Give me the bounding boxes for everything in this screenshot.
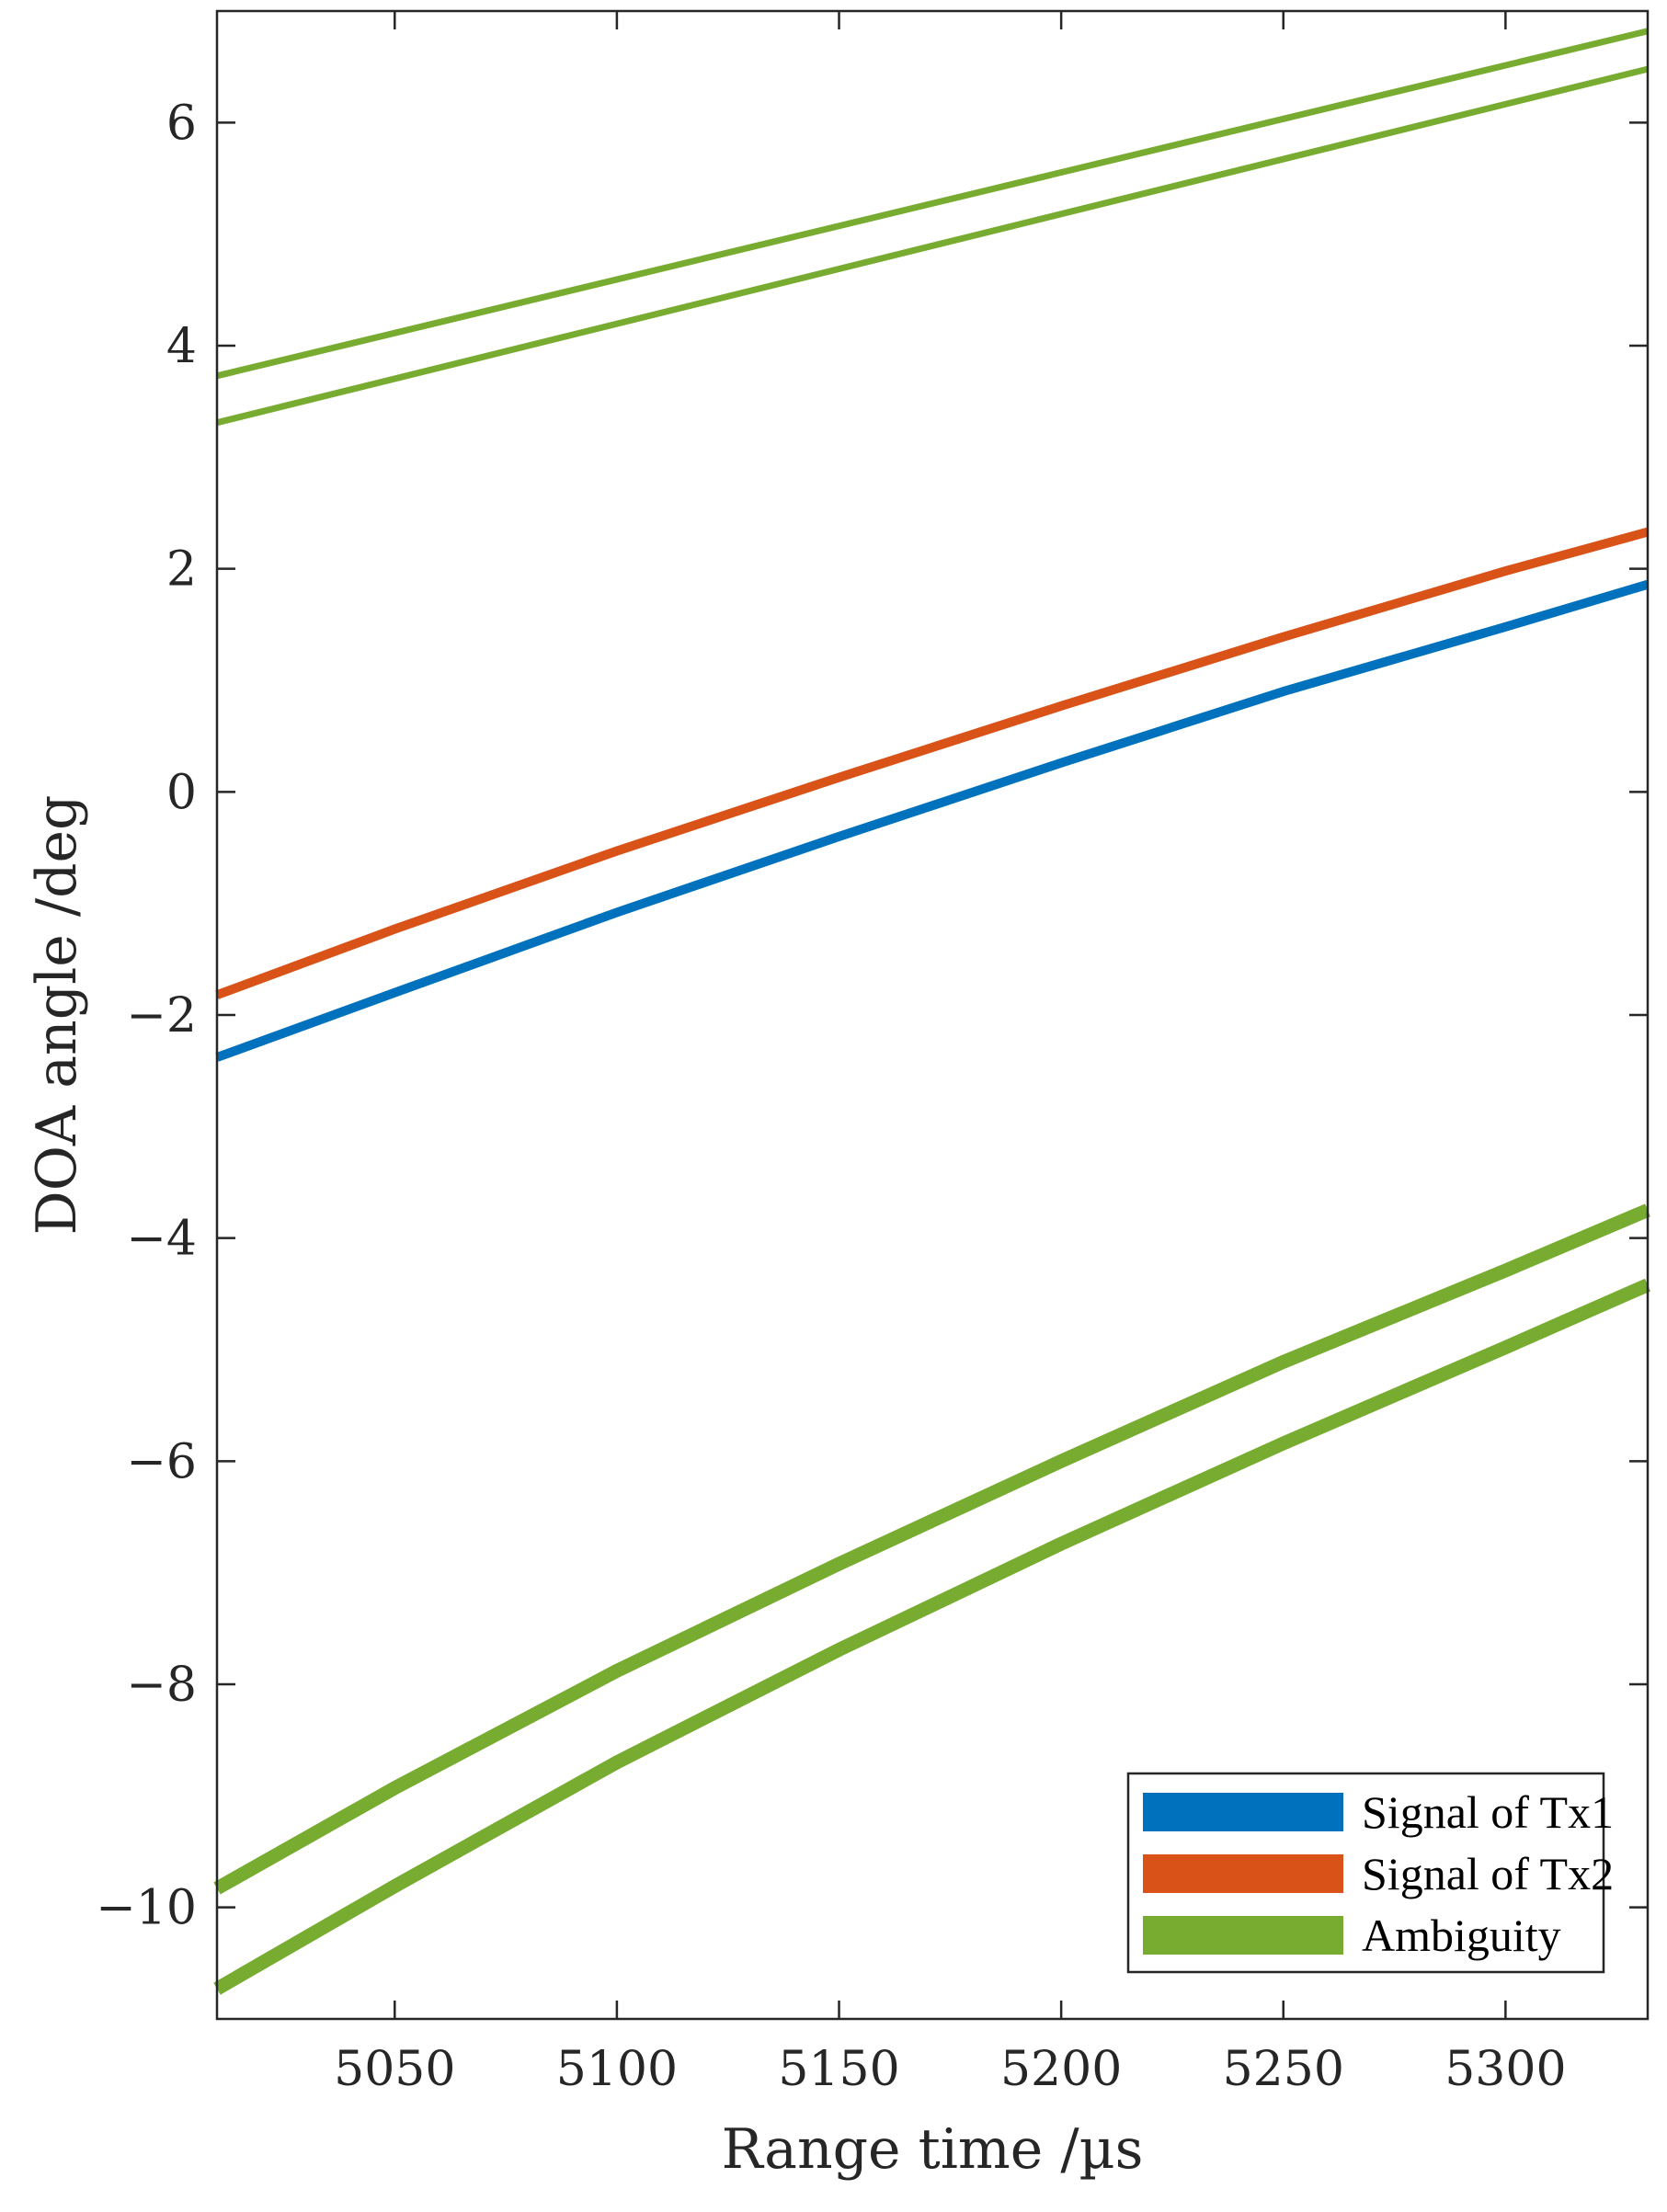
y-tick-label: −8 <box>126 1658 197 1713</box>
series-lines <box>213 28 1651 1995</box>
x-tick-label: 5300 <box>1444 2042 1566 2097</box>
legend-swatch <box>1143 1793 1343 1831</box>
legend: Signal of Tx1 Signal of Tx2 Ambiguity <box>1126 1772 1614 1974</box>
legend-label: Ambiguity <box>1362 1910 1561 1961</box>
y-tick-label: 0 <box>166 765 197 820</box>
tick-labels: 5050 5100 5150 5200 5250 5300 −10 −8 −6 −4 −2 0 2 4 6 <box>96 96 1566 2097</box>
legend-swatch <box>1143 1854 1343 1893</box>
x-tick-label: 5100 <box>556 2042 678 2097</box>
series-line-ambiguity-lower-upper <box>213 1203 1650 1895</box>
y-tick-label: −6 <box>126 1434 197 1489</box>
series-line-signal-of-tx1 <box>215 579 1650 1062</box>
series-line-ambiguity-upper-lower <box>216 65 1649 427</box>
x-tick-label: 5050 <box>334 2042 455 2097</box>
x-tick-label: 5250 <box>1223 2042 1344 2097</box>
series-line-ambiguity-upper <box>216 28 1649 380</box>
x-axis-label: Range time /µs <box>722 2117 1144 2182</box>
x-tick-label: 5150 <box>778 2042 899 2097</box>
plot-frame <box>215 9 1650 2021</box>
y-tick-label: −10 <box>96 1881 197 1936</box>
y-tick-label: 4 <box>166 319 197 374</box>
series-line-ambiguity-lowest <box>213 1278 1651 1995</box>
axis-ticks <box>217 11 1648 2019</box>
y-tick-label: 6 <box>166 96 197 151</box>
series-line-signal-of-tx2 <box>215 527 1650 999</box>
y-axis-label: DOA angle /deg <box>25 795 89 1236</box>
y-tick-label: −4 <box>126 1212 197 1267</box>
y-tick-label: −2 <box>126 988 197 1043</box>
x-tick-label: 5200 <box>1000 2042 1122 2097</box>
legend-label: Signal of Tx2 <box>1362 1848 1614 1899</box>
y-tick-label: 2 <box>166 542 197 598</box>
legend-label: Signal of Tx1 <box>1362 1786 1614 1838</box>
legend-swatch <box>1143 1916 1343 1955</box>
